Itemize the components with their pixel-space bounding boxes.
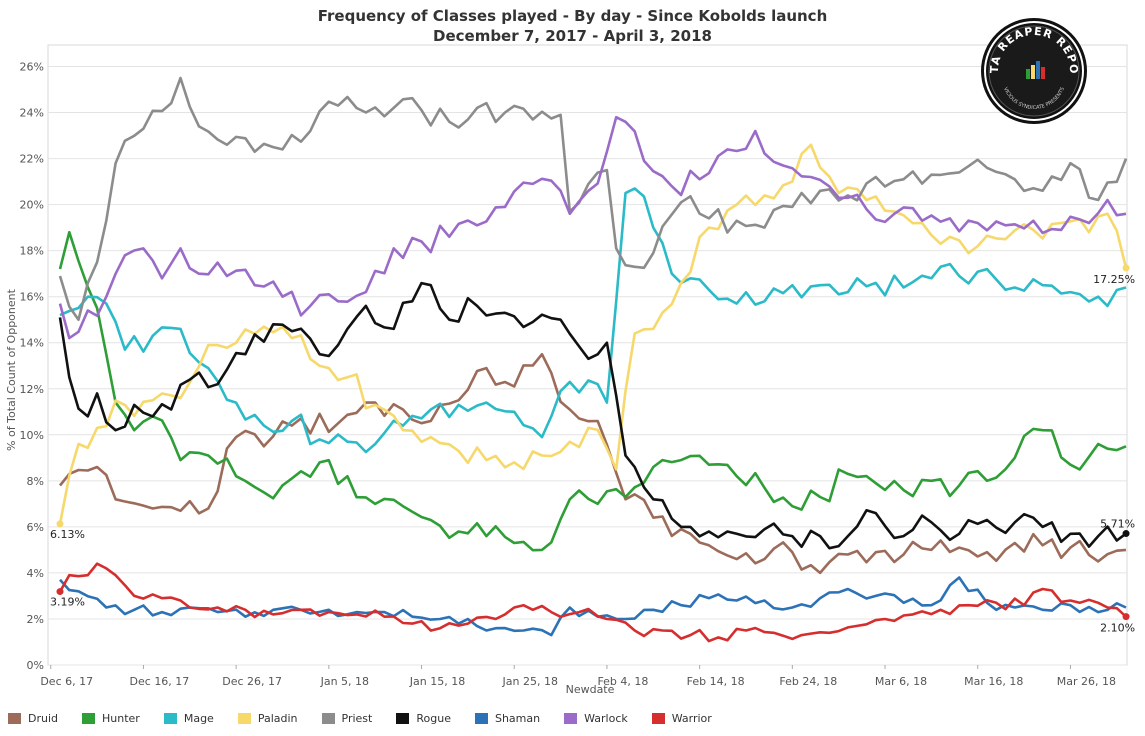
y-tick-label: 0% [27,659,44,672]
legend-swatch [396,713,410,724]
legend-item-hunter: Hunter [82,712,140,725]
y-tick-label: 22% [20,153,44,166]
series-lines [58,76,1128,643]
legend-item-warrior: Warrior [651,712,712,725]
y-tick-label: 6% [27,521,44,534]
y-tick-label: 14% [20,337,44,350]
end-point-paladin [1122,264,1130,272]
x-tick-label: Mar 6, 18 [875,675,927,688]
legend-swatch [564,713,578,724]
chart-title: Frequency of Classes played - By day - S… [317,7,828,25]
x-tick-label: Jan 25, 18 [502,675,558,688]
legend-label: Paladin [257,712,298,725]
y-tick-label: 4% [27,567,44,580]
y-tick-label: 8% [27,475,44,488]
legend-label: Rogue [416,712,451,725]
x-tick-label: Dec 26, 17 [222,675,282,688]
legend-swatch [321,713,335,724]
x-tick-label: Jan 5, 18 [320,675,369,688]
annotation-label: 3.19% [50,596,85,609]
plot-frame [47,44,1128,666]
legend-item-druid: Druid [8,712,58,725]
y-tick-label: 10% [20,429,44,442]
data-reaper-logo: DATA REAPER REPORT VICIOUS SYNDICATE PRE… [980,17,1087,124]
end-point-rogue [1122,530,1130,538]
legend-item-priest: Priest [321,712,373,725]
legend-label: Druid [28,712,59,725]
chart-subtitle: December 7, 2017 - April 3, 2018 [433,27,712,45]
legend-swatch [82,713,96,724]
legend-label: Warrior [671,712,712,725]
series-line-warrior [58,562,1127,643]
end-point-paladin [56,520,64,528]
legend-swatch [163,713,177,724]
y-tick-label: 20% [20,199,44,212]
legend-label: Warlock [584,712,628,725]
legend-item-warlock: Warlock [564,712,628,725]
series-line-warlock [58,115,1127,340]
legend-label: Shaman [494,712,541,725]
legend-label: Mage [183,712,214,725]
y-tick-label: 2% [27,613,44,626]
annotation-label: 2.10% [1100,622,1135,635]
end-point-warrior [1122,613,1130,621]
x-tick-label: Jan 15, 18 [409,675,465,688]
annotation-label: 17.25% [1093,273,1135,286]
x-tick-label: Mar 16, 18 [964,675,1023,688]
legend-swatch [474,713,488,724]
series-end-labels: 6.13% 3.19% 5.71% 17.25% 2.10% [50,264,1135,635]
x-tick-label: Dec 16, 17 [130,675,190,688]
grid-lines [47,44,1128,666]
y-tick-label: 18% [20,245,44,258]
legend-item-mage: Mage [163,712,214,725]
x-tick-label: Feb 14, 18 [687,675,745,688]
annotation-label: 5.71% [1100,518,1135,531]
x-tick-label: Mar 26, 18 [1057,675,1116,688]
x-tick-label: Feb 4, 18 [597,675,648,688]
legend-swatch [651,713,665,724]
y-tick-label: 16% [20,291,44,304]
legend-item-rogue: Rogue [396,712,451,725]
y-tick-label: 24% [20,107,44,120]
legend-swatch [237,713,251,724]
series-line-druid [58,352,1127,575]
y-tick-label: 12% [20,383,44,396]
series-line-priest [58,76,1128,322]
end-point-warrior [56,588,64,596]
annotation-label: 6.13% [50,528,85,541]
legend-label: Hunter [102,712,140,725]
legend-label: Priest [341,712,373,725]
legend-item-shaman: Shaman [474,712,541,725]
y-tick-label: 26% [20,61,44,74]
series-line-paladin [58,143,1128,525]
legend: Druid Hunter Mage Paladin Priest Rogue Shaman W… [8,712,736,725]
series-line-rogue [58,281,1127,550]
y-axis-label: % of Total Count of Opponent [5,288,18,451]
legend-item-paladin: Paladin [237,712,298,725]
series-line-hunter [58,230,1127,552]
x-axis-label: Newdate [566,683,615,696]
series-line-mage [59,187,1127,454]
x-axis-ticks: Dec 6, 17 Dec 16, 17 Dec 26, 17 Jan 5, 18 Ja… [40,665,1116,688]
x-tick-label: Dec 6, 17 [40,675,93,688]
x-tick-label: Feb 24, 18 [779,675,837,688]
legend-swatch [8,713,21,724]
y-axis-ticks: 0% 2% 4% 6% 8% 10% 12% 14% 16% 18% 20% 22% 24% 26% [20,61,44,672]
